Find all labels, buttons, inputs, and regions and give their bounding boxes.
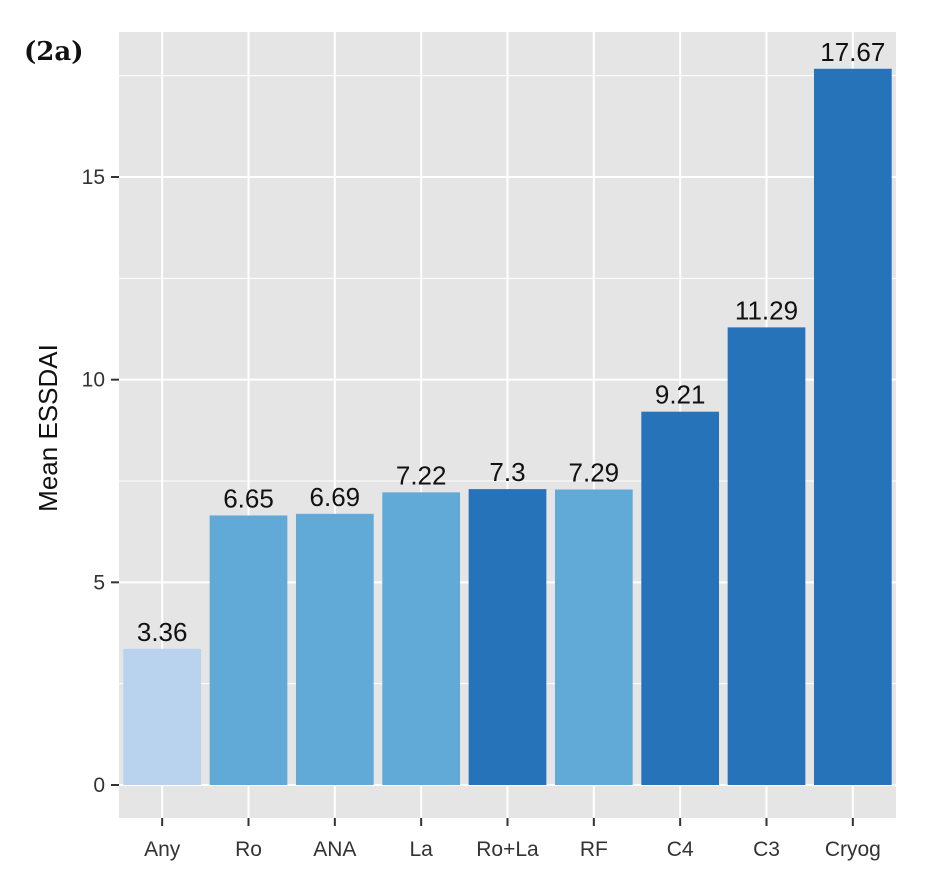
x-tick-label: Ro <box>235 838 262 861</box>
data-label: 9.21 <box>655 380 706 410</box>
bar-la <box>382 492 461 785</box>
bar-ana <box>295 513 374 785</box>
y-axis-label: Mean ESSDAI <box>33 344 63 512</box>
x-tick-label: RF <box>580 838 608 861</box>
data-labels: 3.36 6.65 6.69 7.22 7.3 7.29 9.21 11.29 17.67 <box>137 37 886 647</box>
bar-any <box>123 648 202 785</box>
bar-ro-la <box>468 489 547 785</box>
x-tick-label: Any <box>144 838 181 861</box>
y-tick-label: 10 <box>82 369 105 392</box>
x-tick-label: C3 <box>753 838 780 861</box>
x-tick-label: Cryog <box>825 838 881 861</box>
data-label: 6.65 <box>223 483 274 513</box>
x-tick-label: Ro+La <box>476 838 539 861</box>
data-label: 7.22 <box>396 460 447 490</box>
x-tick-label: C4 <box>667 838 694 861</box>
y-axis: 0 5 10 15 <box>82 166 119 797</box>
bar-rf <box>554 489 633 785</box>
panel-label: (2a) <box>24 37 84 67</box>
y-tick-label: 5 <box>93 571 105 594</box>
data-label: 17.67 <box>820 37 885 67</box>
data-label: 3.36 <box>137 617 188 647</box>
x-tick-label: ANA <box>313 838 356 861</box>
data-label: 11.29 <box>735 295 798 325</box>
y-tick-label: 15 <box>82 166 105 189</box>
bar-ro <box>209 515 288 785</box>
y-tick-label: 0 <box>93 774 105 797</box>
bar-c3 <box>727 327 806 785</box>
x-axis: Any Ro ANA La Ro+La RF C4 C3 Cryog <box>144 818 881 861</box>
data-label: 7.3 <box>489 457 525 487</box>
x-tick-label: La <box>409 838 433 861</box>
bars <box>123 68 892 785</box>
data-label: 7.29 <box>569 458 620 488</box>
bar-c4 <box>641 411 720 785</box>
bar-cryog <box>813 68 892 785</box>
data-label: 6.69 <box>310 482 361 512</box>
